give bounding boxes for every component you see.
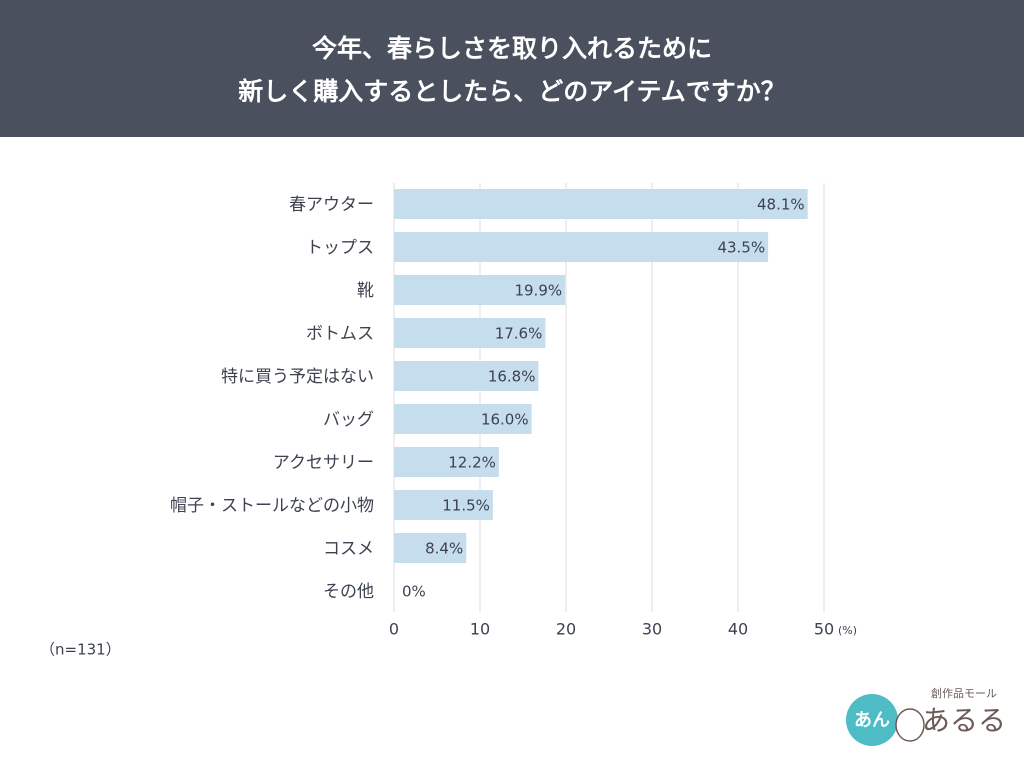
y-tick-label: ボトムス (306, 324, 374, 344)
bar (394, 189, 808, 219)
chart-title: 今年、春らしさを取り入れるために (312, 34, 712, 63)
x-tick-label: 0 (389, 620, 399, 639)
value-label: 12.2% (448, 454, 496, 472)
y-tick-label: トップス (306, 238, 374, 258)
bar (394, 361, 539, 391)
logo-tagline: 創作品モール (931, 686, 997, 700)
value-label: 11.5% (442, 497, 490, 515)
value-label: 19.9% (514, 282, 562, 300)
logo-name: あるる (922, 704, 1006, 737)
bar (394, 404, 532, 434)
y-tick-label: バッグ (323, 410, 374, 430)
bar (394, 275, 566, 305)
y-tick-label: 帽子・ストールなどの小物 (170, 496, 374, 516)
logo: あん 創作品モール あるる (846, 686, 1006, 746)
sample-size: （n=131） (40, 641, 121, 659)
y-tick-label: 靴 (357, 281, 374, 301)
value-label: 16.8% (488, 368, 536, 386)
x-tick-label: 50 (814, 620, 834, 639)
x-tick-label: 30 (642, 620, 662, 639)
value-label: 0% (402, 583, 426, 601)
y-tick-label: アクセサリー (273, 453, 374, 473)
value-label: 16.0% (481, 411, 529, 429)
value-label: 17.6% (495, 325, 543, 343)
x-tick-label: 10 (470, 620, 490, 639)
chart-title: 新しく購入するとしたら、どのアイテムですか？ (238, 77, 786, 106)
y-tick-label: 春アウター (289, 195, 374, 215)
y-tick-label: その他 (323, 582, 374, 602)
y-tick-label: 特に買う予定はない (221, 367, 374, 387)
value-label: 43.5% (717, 239, 765, 257)
bar (394, 490, 493, 520)
bar (394, 533, 467, 563)
bar (394, 318, 546, 348)
x-tick-label: 20 (556, 620, 576, 639)
header-band (0, 0, 1024, 137)
bar (394, 447, 499, 477)
bar (394, 232, 769, 262)
logo-rabbit (895, 708, 925, 742)
x-unit: (%) (838, 624, 857, 637)
logo-mark: あん (854, 710, 890, 731)
y-tick-label: コスメ (323, 539, 374, 559)
logo-circle (846, 694, 898, 746)
value-label: 8.4% (425, 540, 463, 558)
value-label: 48.1% (757, 196, 805, 214)
x-tick-label: 40 (728, 620, 748, 639)
